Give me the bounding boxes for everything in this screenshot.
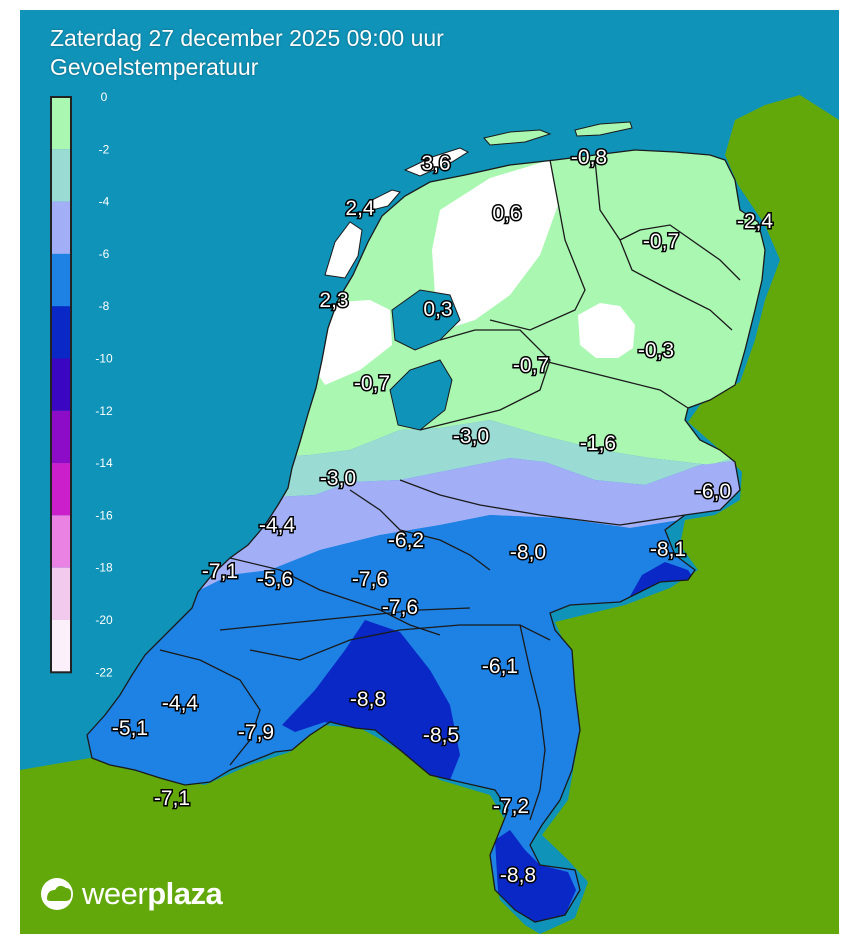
lakes — [389, 289, 461, 431]
temperature-label: -3,0 — [320, 467, 356, 490]
legend-tick-label: -8 — [99, 299, 110, 313]
logo-part-weer: weer — [82, 876, 148, 911]
temperature-label: -3,0 — [453, 425, 489, 448]
legend-tick-label: -22 — [95, 665, 113, 679]
temperature-label: 0,3 — [423, 298, 452, 321]
temperature-label: -6,1 — [482, 655, 518, 678]
temperature-label: -4,4 — [259, 514, 296, 537]
legend-band — [51, 410, 71, 464]
weerplaza-logo: weerplaza — [82, 876, 223, 911]
map-canvas: 0 -2 -4 -6 -8 -10 -12 -14 -16 -18 -20 -22 3,6 -0,8 2,… — [20, 10, 839, 934]
legend-band — [51, 253, 71, 307]
land-abroad-east — [540, 95, 839, 934]
land-abroad-south — [20, 725, 540, 934]
legend-tick-label: 0 — [101, 90, 108, 104]
temperature-label: -5,6 — [257, 568, 293, 591]
legend-band — [51, 306, 71, 359]
legend-band — [51, 463, 71, 516]
temperature-label: -8,8 — [350, 688, 386, 711]
legend-band — [51, 97, 71, 150]
map-subtitle: Gevoelstemperatuur — [50, 54, 259, 80]
temperature-label: -0,7 — [354, 372, 390, 395]
legend-band — [51, 567, 71, 620]
legend-band — [51, 620, 71, 673]
temperature-label: 3,6 — [421, 152, 450, 175]
temperature-label: -4,4 — [162, 692, 199, 715]
legend-band — [51, 515, 71, 568]
temperature-label: -6,0 — [695, 480, 731, 503]
wadden-islands — [324, 121, 633, 279]
temperature-label: -1,6 — [580, 432, 616, 455]
temperature-label: -7,1 — [202, 560, 238, 583]
temperature-label: -7,6 — [382, 596, 418, 619]
value-labels: 3,6 -0,8 2,4 0,6 -2,4 -0,7 2,3 0,3 -0,3 -0,7 -0,7 -… — [110, 145, 775, 889]
temperature-label: 2,3 — [319, 289, 348, 312]
temperature-label: -7,2 — [493, 795, 529, 818]
temperature-label: -0,7 — [643, 230, 679, 253]
legend-band — [51, 201, 71, 254]
province-borders — [86, 149, 766, 923]
temperature-label: -5,1 — [112, 717, 148, 740]
temperature-label: 2,4 — [345, 197, 375, 220]
temperature-label: -7,9 — [238, 721, 274, 744]
legend-frame — [50, 96, 72, 674]
legend-tick-label: -6 — [99, 247, 110, 261]
temperature-label: 0,6 — [492, 202, 521, 225]
temperature-label: -0,7 — [513, 354, 549, 377]
temperature-label: -0,8 — [571, 146, 607, 169]
legend-tick-label: -18 — [95, 561, 113, 575]
legend-tick-label: -2 — [99, 142, 110, 156]
temperature-label: -7,6 — [352, 568, 388, 591]
temperature-label: -8,8 — [500, 864, 536, 887]
legend-tick-label: -12 — [95, 404, 113, 418]
legend-tick-label: -10 — [95, 352, 113, 366]
temperature-label: -0,3 — [638, 339, 674, 362]
legend-tick-label: -4 — [99, 195, 110, 209]
map-title: Zaterdag 27 december 2025 09:00 uur — [50, 25, 444, 51]
temperature-label: -7,1 — [154, 787, 190, 810]
legend: 0 -2 -4 -6 -8 -10 -12 -14 -16 -18 -20 -22 — [50, 90, 113, 679]
temperature-label: -8,5 — [423, 724, 459, 747]
legend-tick-label: -20 — [95, 613, 113, 627]
temperature-label: -8,0 — [510, 541, 546, 564]
legend-band — [51, 358, 71, 411]
legend-tick-label: -14 — [95, 456, 113, 470]
temperature-label: -6,2 — [388, 529, 424, 552]
weather-map: 0 -2 -4 -6 -8 -10 -12 -14 -16 -18 -20 -22 3,6 -0,8 2,… — [20, 10, 839, 934]
cloud-sun-icon — [41, 878, 73, 910]
temperature-label: -8,1 — [650, 538, 686, 561]
legend-band — [51, 149, 71, 202]
logo-part-plaza: plaza — [147, 876, 223, 911]
temperature-label: -2,4 — [737, 210, 774, 233]
legend-tick-label: -16 — [95, 508, 113, 522]
